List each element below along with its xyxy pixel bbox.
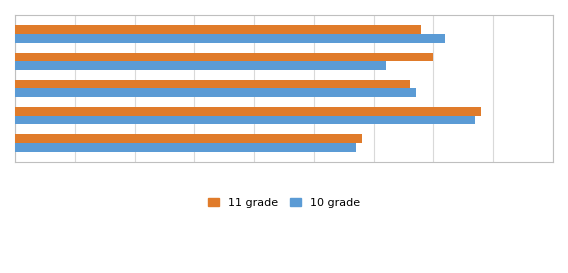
Bar	[15, 34, 445, 43]
Bar	[15, 80, 410, 88]
Bar	[15, 107, 481, 115]
Bar	[15, 52, 433, 61]
Bar	[15, 134, 362, 143]
Bar	[15, 143, 356, 152]
Legend: 11 grade, 10 grade: 11 grade, 10 grade	[204, 193, 364, 212]
Bar	[15, 25, 421, 34]
Bar	[15, 88, 416, 97]
Bar	[15, 61, 386, 70]
Bar	[15, 115, 475, 124]
